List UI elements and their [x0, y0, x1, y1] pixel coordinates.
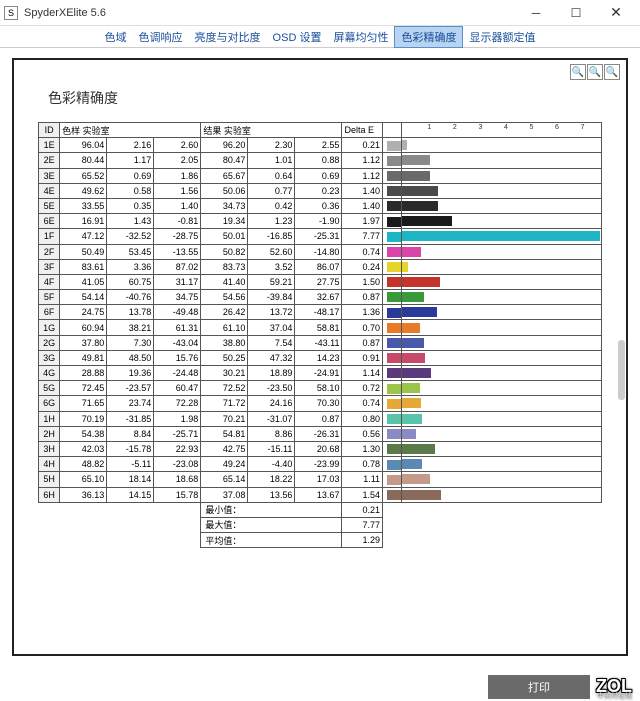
table-row: 1H 70.19-31.851.98 70.21-31.070.87 0.80 [39, 411, 602, 426]
menu-item-4[interactable]: 屏幕均匀性 [327, 27, 394, 47]
menu-item-5[interactable]: 色彩精确度 [394, 26, 463, 48]
table-row: 6G 71.6523.7472.28 71.7224.1670.30 0.74 [39, 396, 602, 411]
delta-bar [402, 247, 421, 257]
table-row: 5E 33.550.351.40 34.730.420.36 1.40 [39, 198, 602, 213]
content-frame: 🔍 🔍 🔍 色彩精确度 ID 色样 实验室 结果 实验室 Delta E 123… [12, 58, 628, 656]
minimize-button[interactable]: ─ [516, 0, 556, 26]
table-row: 1E 96.042.162.60 96.202.302.55 0.21 [39, 138, 602, 153]
delta-bar [402, 338, 424, 348]
menubar: 色域色调响应亮度与对比度OSD 设置屏幕均匀性色彩精确度显示器额定值 [0, 26, 640, 48]
table-row: 3G 49.8148.5015.76 50.2547.3214.23 0.91 [39, 350, 602, 365]
delta-bar [402, 231, 600, 241]
page-title: 色彩精确度 [48, 88, 602, 108]
delta-bar [402, 383, 420, 393]
table-row: 6F 24.7513.78-49.48 26.4213.72-48.17 1.3… [39, 305, 602, 320]
table-row: 4F 41.0560.7531.17 41.4059.2127.75 1.50 [39, 274, 602, 289]
menu-item-2[interactable]: 亮度与对比度 [189, 27, 267, 47]
delta-bar [402, 414, 422, 424]
window-title: SpyderXElite 5.6 [24, 7, 516, 19]
delta-bar [402, 216, 452, 226]
delta-bar [402, 171, 431, 181]
delta-bar [402, 398, 421, 408]
table-row: 2E 80.441.172.05 80.471.010.88 1.12 [39, 153, 602, 168]
stat-row: 平均值： 1.29 [39, 533, 602, 548]
delta-bar [402, 353, 425, 363]
table-row: 2H 54.388.84-25.71 54.818.86-26.31 0.56 [39, 426, 602, 441]
titlebar: S SpyderXElite 5.6 ─ ☐ ✕ [0, 0, 640, 26]
table-row: 3F 83.613.3687.02 83.733.5286.07 0.24 [39, 259, 602, 274]
menu-item-6[interactable]: 显示器额定值 [463, 27, 541, 47]
col-id: ID [39, 123, 60, 138]
app-icon: S [4, 6, 18, 20]
stat-row: 最大值： 7.77 [39, 517, 602, 532]
col-result: 结果 实验室 [201, 123, 342, 138]
color-accuracy-table: ID 色样 实验室 结果 实验室 Delta E 1234567 1E 96.0… [38, 122, 602, 548]
delta-bar [402, 292, 424, 302]
table-row: 2G 37.807.30-43.04 38.807.54-43.11 0.87 [39, 335, 602, 350]
delta-bar [402, 459, 422, 469]
table-row: 4H 48.82-5.11-23.08 49.24-4.40-23.99 0.7… [39, 457, 602, 472]
table-row: 3E 65.520.691.86 65.670.640.69 1.12 [39, 168, 602, 183]
table-row: 4G 28.8819.36-24.48 30.2118.89-24.91 1.1… [39, 366, 602, 381]
close-button[interactable]: ✕ [596, 0, 636, 26]
table-row: 6E 16.911.43-0.81 19.341.23-1.90 1.97 [39, 214, 602, 229]
table-row: 6H 36.1314.1515.78 37.0813.5613.67 1.54 [39, 487, 602, 502]
menu-item-0[interactable]: 色域 [99, 27, 133, 47]
scrollbar-thumb[interactable] [618, 340, 625, 400]
zoom-out-icon[interactable]: 🔍 [587, 64, 603, 80]
col-delta: Delta E [342, 123, 383, 138]
print-button[interactable]: 打印 [488, 675, 590, 699]
col-swatch [383, 123, 402, 138]
delta-bar [402, 140, 407, 150]
delta-bar [402, 201, 438, 211]
delta-bar [402, 277, 440, 287]
menu-item-1[interactable]: 色调响应 [133, 27, 189, 47]
table-row: 5F 54.14-40.7634.75 54.56-39.8432.67 0.8… [39, 290, 602, 305]
table-row: 1G 60.9438.2161.31 61.1037.0458.81 0.70 [39, 320, 602, 335]
delta-bar [402, 474, 430, 484]
col-sample: 色样 实验室 [60, 123, 201, 138]
delta-bar [402, 490, 441, 500]
delta-bar [402, 155, 431, 165]
maximize-button[interactable]: ☐ [556, 0, 596, 26]
stat-row: 最小值： 0.21 [39, 502, 602, 517]
zoom-fit-icon[interactable]: 🔍 [604, 64, 620, 80]
col-chart: 1234567 [401, 123, 601, 138]
delta-bar [402, 444, 435, 454]
table-row: 4E 49.620.581.56 50.060.770.23 1.40 [39, 183, 602, 198]
menu-item-3[interactable]: OSD 设置 [267, 27, 328, 47]
delta-bar [402, 368, 431, 378]
delta-bar [402, 262, 408, 272]
table-row: 2F 50.4953.45-13.55 50.8252.60-14.80 0.7… [39, 244, 602, 259]
table-row: 5G 72.45-23.5760.47 72.52-23.5058.10 0.7… [39, 381, 602, 396]
delta-bar [402, 429, 416, 439]
table-row: 3H 42.03-15.7822.93 42.75-15.1120.68 1.3… [39, 441, 602, 456]
zoom-toolbar: 🔍 🔍 🔍 [570, 64, 620, 80]
watermark-sub: 中关村在线 [597, 691, 632, 701]
delta-bar [402, 323, 420, 333]
table-row: 5H 65.1018.1418.68 65.1418.2217.03 1.11 [39, 472, 602, 487]
delta-bar [402, 186, 438, 196]
zoom-in-icon[interactable]: 🔍 [570, 64, 586, 80]
delta-bar [402, 307, 437, 317]
table-row: 1F 47.12-32.52-28.75 50.01-16.85-25.31 7… [39, 229, 602, 244]
footer: 打印 [0, 675, 640, 699]
